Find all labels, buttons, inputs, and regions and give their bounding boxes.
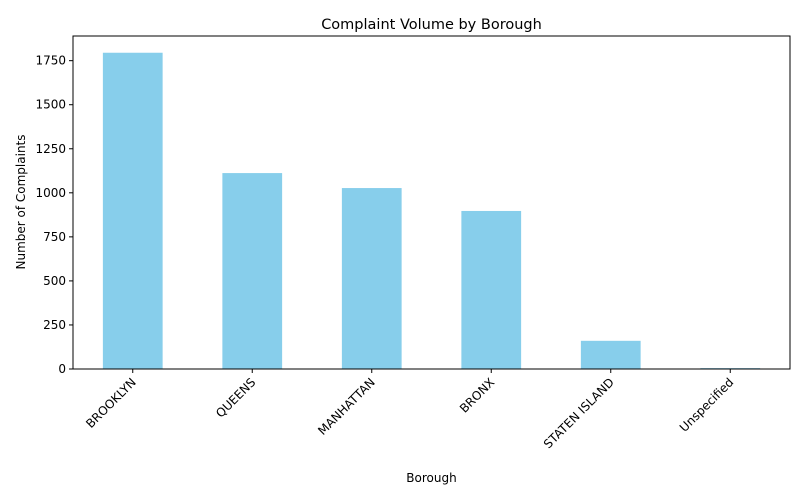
y-tick-label: 750 — [43, 230, 66, 244]
y-tick-label: 500 — [43, 274, 66, 288]
y-tick-label: 1000 — [35, 186, 66, 200]
bar-queens — [222, 173, 283, 369]
plot-frame — [72, 35, 791, 370]
x-axis-label: Borough — [406, 471, 456, 485]
y-tick-label: 1250 — [35, 142, 66, 156]
bar-manhattan — [341, 188, 402, 369]
y-tick-label: 0 — [58, 362, 66, 376]
bar-bronx — [461, 210, 522, 369]
y-axis: 0 250 500 750 1000 1250 1500 1750 — [35, 54, 73, 376]
bar-staten-island — [580, 340, 641, 369]
bars-group — [102, 52, 761, 369]
bar-brooklyn — [102, 52, 163, 369]
y-tick-label: 1750 — [35, 54, 66, 68]
chart-title: Complaint Volume by Borough — [321, 17, 542, 33]
y-tick-label: 1500 — [35, 98, 66, 112]
y-axis-label: Number of Complaints — [14, 134, 28, 269]
y-tick-label: 250 — [43, 318, 66, 332]
